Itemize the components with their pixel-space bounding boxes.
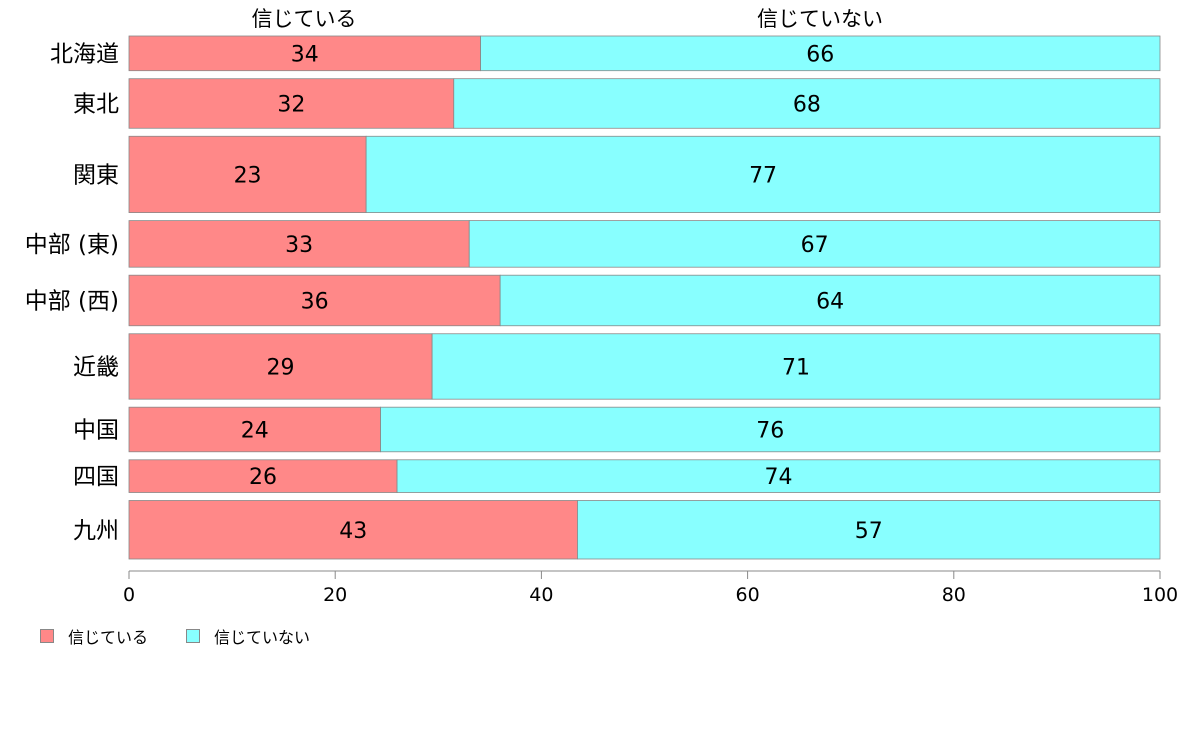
data-label-believe: 32 bbox=[277, 92, 305, 117]
category-label: 東北 bbox=[73, 91, 119, 117]
top-label-series-2: 信じていない bbox=[757, 7, 883, 31]
x-tick-label: 60 bbox=[736, 584, 760, 606]
top-label-series-1: 信じている bbox=[252, 7, 357, 31]
bar-not-believe bbox=[453, 78, 1161, 129]
legend-item-not-believe: 信じていない bbox=[186, 624, 310, 648]
data-label-not-believe: 66 bbox=[806, 42, 834, 67]
bar-not-believe bbox=[480, 35, 1161, 72]
data-label-not-believe: 67 bbox=[801, 233, 829, 258]
x-tick-label: 40 bbox=[529, 584, 553, 606]
data-label-not-believe: 68 bbox=[793, 92, 821, 117]
data-label-believe: 33 bbox=[285, 233, 313, 258]
data-label-believe: 34 bbox=[291, 42, 319, 67]
x-tick-label: 0 bbox=[123, 584, 135, 606]
category-label: 関東 bbox=[73, 162, 119, 188]
legend-item-believe: 信じている bbox=[40, 624, 148, 648]
stacked-bar-chart: 信じている 信じていない 34 66 北海道 32 68 東北 23 77 関東 33 67 中部 (… bbox=[25, 7, 1178, 606]
legend-label-believe: 信じている bbox=[68, 628, 149, 647]
x-tick-label: 100 bbox=[1142, 584, 1178, 606]
category-label: 四国 bbox=[73, 464, 119, 490]
data-label-believe: 23 bbox=[234, 163, 262, 188]
bar-believe bbox=[128, 406, 381, 453]
bars-group: 34 66 北海道 32 68 東北 23 77 関東 33 67 中部 (東) 36 64 中部 (西) 2… bbox=[25, 35, 1161, 560]
bar-not-believe bbox=[396, 459, 1161, 493]
x-tick-label: 80 bbox=[942, 584, 966, 606]
bar-not-believe bbox=[365, 135, 1161, 214]
data-label-believe: 24 bbox=[241, 418, 269, 443]
bar-believe bbox=[128, 35, 481, 72]
legend-label-not-believe: 信じていない bbox=[214, 628, 311, 647]
data-label-believe: 26 bbox=[249, 465, 277, 490]
data-label-believe: 36 bbox=[301, 289, 329, 314]
data-label-not-believe: 64 bbox=[816, 289, 844, 314]
data-label-believe: 29 bbox=[267, 355, 295, 380]
bar-not-believe bbox=[431, 333, 1161, 400]
bar-not-believe bbox=[499, 274, 1161, 327]
bar-believe bbox=[128, 135, 367, 214]
data-label-not-believe: 76 bbox=[756, 418, 784, 443]
bar-not-believe bbox=[468, 220, 1161, 268]
category-label: 中部 (西) bbox=[25, 288, 119, 314]
legend: 信じている 信じていない bbox=[40, 624, 310, 648]
bar-not-believe bbox=[577, 500, 1161, 560]
data-label-not-believe: 57 bbox=[855, 519, 883, 544]
legend-swatch-believe bbox=[40, 629, 54, 643]
bar-believe bbox=[128, 500, 578, 560]
x-tick-label: 20 bbox=[323, 584, 347, 606]
category-label: 中部 (東) bbox=[25, 232, 119, 258]
data-label-not-believe: 74 bbox=[765, 465, 793, 490]
category-label: 九州 bbox=[73, 518, 119, 544]
legend-swatch-not-believe bbox=[186, 629, 201, 643]
bar-not-believe bbox=[380, 406, 1161, 453]
category-label: 北海道 bbox=[50, 41, 119, 67]
bar-believe bbox=[128, 274, 501, 327]
category-label: 近畿 bbox=[73, 354, 119, 380]
data-label-believe: 43 bbox=[339, 519, 367, 544]
data-label-not-believe: 77 bbox=[749, 163, 777, 188]
x-axis: 0 20 40 60 80 100 bbox=[123, 570, 1178, 606]
bar-believe bbox=[128, 78, 455, 129]
category-label: 中国 bbox=[73, 417, 119, 443]
bar-believe bbox=[128, 220, 470, 268]
data-label-not-believe: 71 bbox=[782, 355, 810, 380]
